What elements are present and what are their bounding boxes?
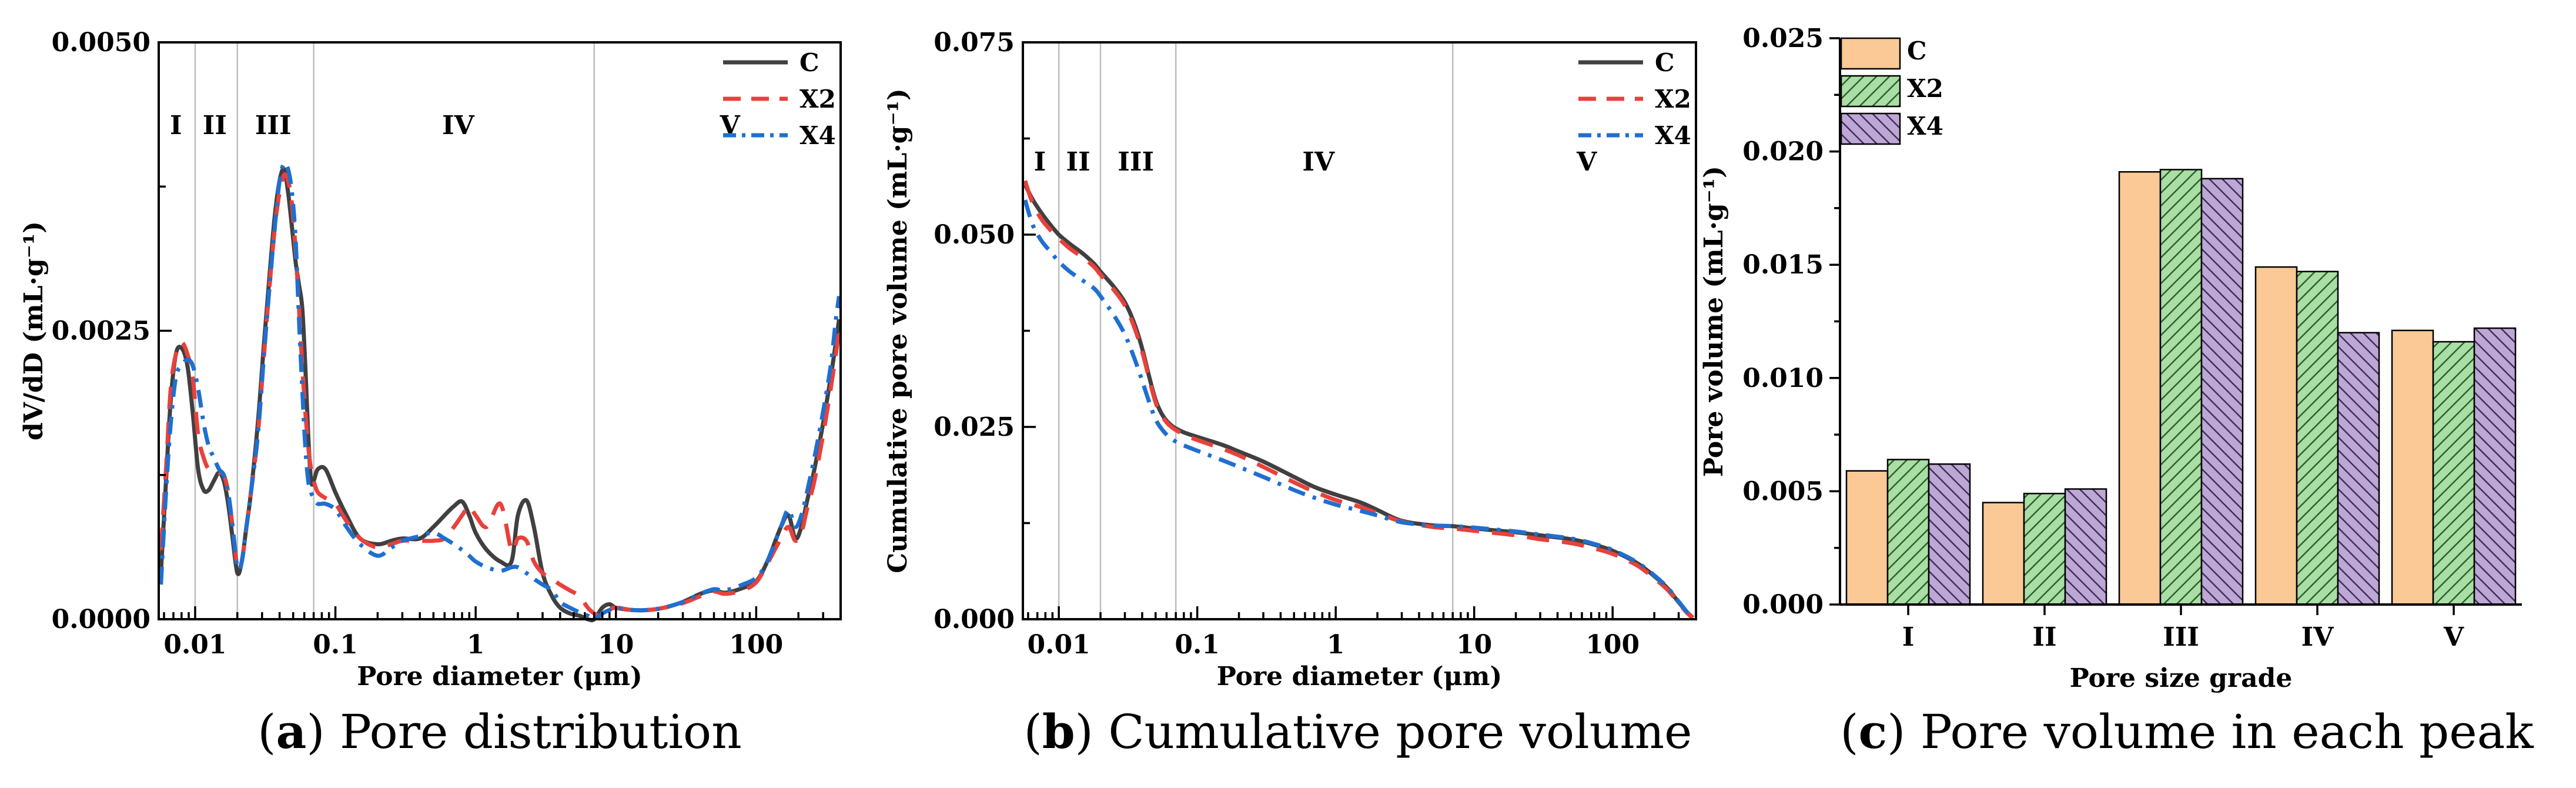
bar-x4-v xyxy=(2473,327,2517,606)
bar-c-iii xyxy=(2118,171,2162,606)
x-tick-label: II xyxy=(2032,622,2056,652)
legend-swatch-c xyxy=(1840,37,1901,70)
legend-label-x4: X4 xyxy=(1907,112,1943,141)
y-tick-label: 0.000 xyxy=(934,605,1015,635)
region-label-V: V xyxy=(1576,147,1597,177)
y-tick-label: 0.025 xyxy=(934,412,1015,442)
panel-a-pore-distribution: I II III IV V0.01 0.1 1 10 1000.00000.00250.0050… xyxy=(19,28,842,759)
legend-label-c: C xyxy=(1655,48,1674,77)
y-tick-label: 0.010 xyxy=(1742,363,1824,393)
x-tick-label: 1 xyxy=(1327,630,1345,660)
region-label-I: I xyxy=(170,111,182,141)
x-axis-title: Pore diameter (μm) xyxy=(357,662,643,692)
y-tick-label: 0.075 xyxy=(934,28,1015,58)
caption-paren-close: ) xyxy=(306,704,340,759)
bar-x4-iv xyxy=(2337,332,2380,606)
bar-c-v xyxy=(2391,329,2434,606)
series-line-x4 xyxy=(159,161,841,622)
x-tick-label: 100 xyxy=(729,630,783,660)
series-line-x4 xyxy=(1023,199,1695,620)
y-tick-label: 0.020 xyxy=(1742,137,1824,167)
x-tick-label: 0.1 xyxy=(313,630,358,660)
caption-letter: a xyxy=(276,704,306,759)
legend-label-x2: X2 xyxy=(1907,74,1943,103)
caption-letter: c xyxy=(1858,704,1887,759)
region-label-II: II xyxy=(1066,147,1090,177)
x-tick-label: I xyxy=(1902,622,1915,652)
bar-x4-iii xyxy=(2200,178,2244,606)
caption-paren-close: ) xyxy=(1887,704,1921,759)
x-tick-label: 10 xyxy=(598,630,634,660)
bar-c-ii xyxy=(1982,502,2025,606)
y-tick-label: 0.000 xyxy=(1742,590,1824,620)
region-label-IV: IV xyxy=(1302,147,1335,177)
y-tick-label: 0.0000 xyxy=(52,605,150,635)
panel-c-pore-volume-each-peak: I II III IV V0.0000.0050.0100.0150.0200.025P… xyxy=(1699,24,2534,759)
y-axis-title: Pore volume (mL·g⁻¹) xyxy=(1699,166,1729,477)
panel-caption: (a) Pore distribution xyxy=(257,704,741,759)
series-line-c xyxy=(1023,183,1695,620)
x-axis-title: Pore diameter (μm) xyxy=(1217,662,1503,692)
bar-x4-ii xyxy=(2064,488,2107,606)
y-tick-label: 0.0050 xyxy=(52,28,150,58)
caption-letter: b xyxy=(1042,704,1075,759)
region-label-III: III xyxy=(1118,147,1154,177)
x-tick-label: 0.01 xyxy=(163,630,226,660)
caption-text: Pore volume in each peak xyxy=(1921,704,2534,759)
legend-label-x2: X2 xyxy=(799,85,836,113)
y-axis-title: Cumulative pore volume (mL·g⁻¹) xyxy=(883,88,913,573)
x-tick-label: 0.01 xyxy=(1028,630,1090,660)
caption-paren-open: ( xyxy=(1840,704,1858,759)
y-tick-label: 0.050 xyxy=(934,220,1015,250)
series-line-x2 xyxy=(159,172,841,619)
y-tick-label: 0.0025 xyxy=(52,316,150,346)
y-tick-label: 0.015 xyxy=(1742,250,1824,280)
x-tick-label: 10 xyxy=(1456,630,1492,660)
x-tick-label: 100 xyxy=(1585,630,1640,660)
bar-x4-i xyxy=(1928,463,1971,606)
region-label-IV: IV xyxy=(442,111,475,141)
x-tick-label: V xyxy=(2443,622,2464,652)
y-tick-label: 0.025 xyxy=(1742,24,1824,54)
panel-caption: (c) Pore volume in each peak xyxy=(1840,704,2534,759)
y-tick-label: 0.005 xyxy=(1742,476,1824,506)
caption-paren-open: ( xyxy=(1024,704,1042,759)
legend-label-c: C xyxy=(1907,36,1926,65)
bar-x2-i xyxy=(1886,459,1930,606)
y-axis-title: dV/dD (mL·g⁻¹) xyxy=(19,221,49,440)
x-tick-label: 0.1 xyxy=(1175,630,1220,660)
x-tick-label: IV xyxy=(2301,622,2334,652)
bar-x2-v xyxy=(2432,340,2475,606)
bar-x2-ii xyxy=(2023,493,2066,606)
caption-paren-close: ) xyxy=(1075,704,1109,759)
caption-text: Cumulative pore volume xyxy=(1108,704,1692,759)
x-tick-label: III xyxy=(2163,622,2199,652)
bar-c-i xyxy=(1845,470,1889,606)
legend-label-x4: X4 xyxy=(799,121,836,150)
series-line-x2 xyxy=(1023,180,1694,620)
legend-swatch-x4 xyxy=(1840,112,1901,145)
region-label-III: III xyxy=(255,111,292,141)
x-axis-title: Pore size grade xyxy=(2070,663,2293,693)
panel-b-cumulative-pore-volume: I II III IV V0.01 0.1 1 10 1000.0000.0250.0500.0… xyxy=(883,28,1697,759)
bar-x2-iii xyxy=(2159,169,2203,606)
legend-label-x4: X4 xyxy=(1655,121,1691,150)
x-tick-label: 1 xyxy=(467,630,485,660)
legend-swatch-x2 xyxy=(1840,75,1901,108)
caption-paren-open: ( xyxy=(257,704,276,759)
region-label-I: I xyxy=(1034,147,1046,177)
bar-x2-iv xyxy=(2296,271,2339,606)
legend-label-x2: X2 xyxy=(1655,85,1691,113)
caption-text: Pore distribution xyxy=(340,704,742,759)
panel-caption: (b) Cumulative pore volume xyxy=(1024,704,1692,759)
region-label-II: II xyxy=(203,111,227,141)
series-line-c xyxy=(159,166,841,623)
legend-label-c: C xyxy=(799,48,819,77)
bar-c-iv xyxy=(2254,266,2298,606)
